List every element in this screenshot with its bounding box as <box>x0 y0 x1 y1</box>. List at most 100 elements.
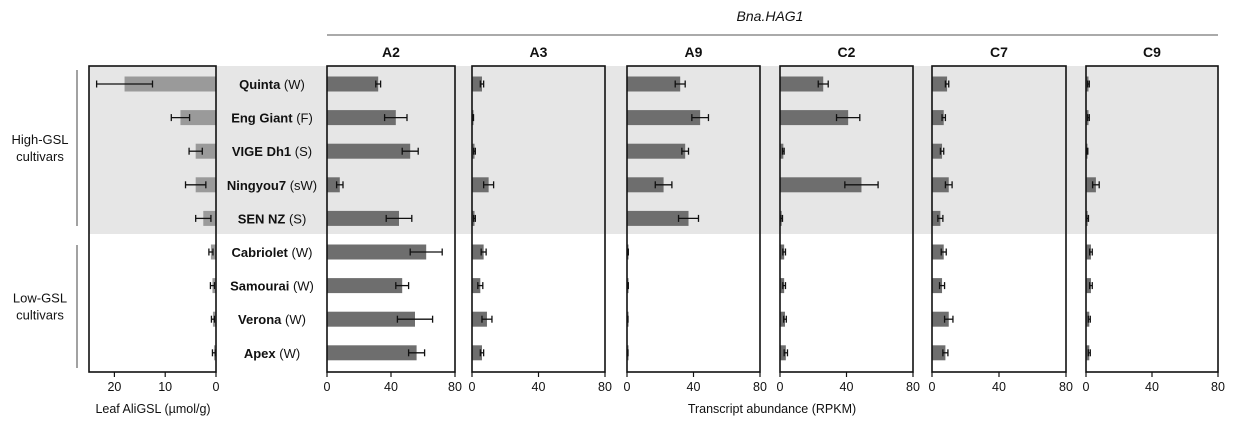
cultivar-name: Quinta <box>239 77 281 92</box>
rpkm-bar-a2 <box>327 177 340 193</box>
rpkm-bar-a9 <box>627 76 681 92</box>
rpkm-bar-c7 <box>932 110 944 126</box>
rpkm-tick-label: 40 <box>1145 380 1159 394</box>
cultivar-name: Samourai <box>230 279 289 294</box>
rpkm-bar-c2 <box>780 143 784 159</box>
rpkm-tick-label: 0 <box>624 380 631 394</box>
cultivar-name: Cabriolet <box>232 245 289 260</box>
rpkm-bar-a9 <box>627 210 689 226</box>
panel-title-a9: A9 <box>685 44 703 60</box>
rpkm-bar-c7 <box>932 244 944 260</box>
rpkm-tick-label: 0 <box>1083 380 1090 394</box>
leaf-gsl-tick-label: 10 <box>158 380 172 394</box>
rpkm-bar-c2 <box>780 345 786 361</box>
cultivar-label: SEN NZ (S) <box>238 211 307 226</box>
cultivar-label: Samourai (W) <box>230 279 314 294</box>
rpkm-bar-c7 <box>932 345 946 361</box>
cultivar-name: Ningyou7 <box>227 178 286 193</box>
cultivar-name: SEN NZ <box>238 211 286 226</box>
rpkm-tick-label: 0 <box>469 380 476 394</box>
cultivar-label: Apex (W) <box>244 346 300 361</box>
rpkm-bar-c7 <box>932 76 948 92</box>
group-label: High-GSL <box>11 132 68 147</box>
rpkm-bar-c2 <box>780 177 862 193</box>
rpkm-bar-c2 <box>780 278 785 294</box>
rpkm-bar-a3 <box>472 76 482 92</box>
rpkm-tick-label: 0 <box>777 380 784 394</box>
rpkm-bar-a2 <box>327 311 415 327</box>
rpkm-bar-c9 <box>1086 311 1090 327</box>
cultivar-name: VIGE Dh1 <box>232 144 291 159</box>
rpkm-tick-label: 40 <box>840 380 854 394</box>
rpkm-bar-a9 <box>627 110 701 126</box>
rpkm-bar-c7 <box>932 143 943 159</box>
cultivar-type: (S) <box>285 211 306 226</box>
rpkm-tick-label: 80 <box>906 380 920 394</box>
rpkm-tick-label: 80 <box>753 380 767 394</box>
rpkm-bar-a2 <box>327 345 417 361</box>
cultivar-label: Eng Giant (F) <box>231 111 313 126</box>
rpkm-bar-c2 <box>780 110 849 126</box>
rpkm-bar-a2 <box>327 143 411 159</box>
rpkm-bar-c7 <box>932 311 949 327</box>
leaf-gsl-bar <box>180 110 216 126</box>
rpkm-bar-a2 <box>327 76 379 92</box>
rpkm-tick-label: 0 <box>929 380 936 394</box>
rpkm-bar-a2 <box>327 210 399 226</box>
rpkm-tick-label: 40 <box>687 380 701 394</box>
rpkm-bar-a2 <box>327 110 396 126</box>
rpkm-bar-c2 <box>780 76 824 92</box>
panel-title-a2: A2 <box>382 44 400 60</box>
rpkm-tick-label: 40 <box>992 380 1006 394</box>
rpkm-tick-label: 80 <box>1059 380 1073 394</box>
rpkm-bar-c9 <box>1086 177 1096 193</box>
group-label: cultivars <box>16 308 64 323</box>
rpkm-bar-c9 <box>1086 345 1090 361</box>
cultivar-name: Apex <box>244 346 277 361</box>
group-label: cultivars <box>16 149 64 164</box>
cultivar-label: Cabriolet (W) <box>232 245 313 260</box>
rpkm-tick-label: 40 <box>384 380 398 394</box>
cultivar-type: (sW) <box>286 178 317 193</box>
cultivar-name: Verona <box>238 312 282 327</box>
rpkm-bar-c2 <box>780 311 785 327</box>
rpkm-bar-c7 <box>932 278 943 294</box>
cultivar-type: (W) <box>288 245 313 260</box>
cultivar-label: Quinta (W) <box>239 77 305 92</box>
rpkm-bar-c7 <box>932 210 941 226</box>
cultivar-label: Verona (W) <box>238 312 306 327</box>
right-x-axis-label: Transcript abundance (RPKM) <box>688 402 856 416</box>
cultivar-type: (S) <box>291 144 312 159</box>
rpkm-bar-a3 <box>472 278 481 294</box>
cultivar-type: (W) <box>280 77 305 92</box>
cultivar-label: Ningyou7 (sW) <box>227 178 317 193</box>
panel-frames <box>76 34 1219 377</box>
rpkm-tick-label: 80 <box>448 380 462 394</box>
rpkm-tick-label: 0 <box>324 380 331 394</box>
cultivar-type: (W) <box>276 346 301 361</box>
rpkm-tick-label: 80 <box>598 380 612 394</box>
rpkm-bar-a3 <box>472 177 489 193</box>
rpkm-bar-c9 <box>1086 244 1091 260</box>
rpkm-bar-a2 <box>327 244 427 260</box>
panel-title-a3: A3 <box>530 44 548 60</box>
cultivar-type: (W) <box>281 312 306 327</box>
cultivar-name: Eng Giant <box>231 111 293 126</box>
leaf-gsl-tick-label: 0 <box>213 380 220 394</box>
gene-title: Bna.HAG1 <box>737 8 804 24</box>
rpkm-bar-a3 <box>472 244 484 260</box>
panel-title-c7: C7 <box>990 44 1008 60</box>
rpkm-bar-c7 <box>932 177 949 193</box>
leaf-gsl-tick-label: 20 <box>107 380 121 394</box>
leaf-gsl-panel-frame <box>88 65 217 373</box>
left-x-axis-label: Leaf AliGSL (µmol/g) <box>95 402 210 416</box>
cultivar-type: (W) <box>289 279 314 294</box>
rpkm-bar-c9 <box>1086 278 1091 294</box>
cultivar-type: (F) <box>293 111 313 126</box>
rpkm-tick-label: 80 <box>1211 380 1225 394</box>
rpkm-bar-a9 <box>627 177 664 193</box>
panel-title-c2: C2 <box>838 44 856 60</box>
rpkm-tick-label: 40 <box>532 380 546 394</box>
leaf-gsl-bar <box>124 76 216 92</box>
